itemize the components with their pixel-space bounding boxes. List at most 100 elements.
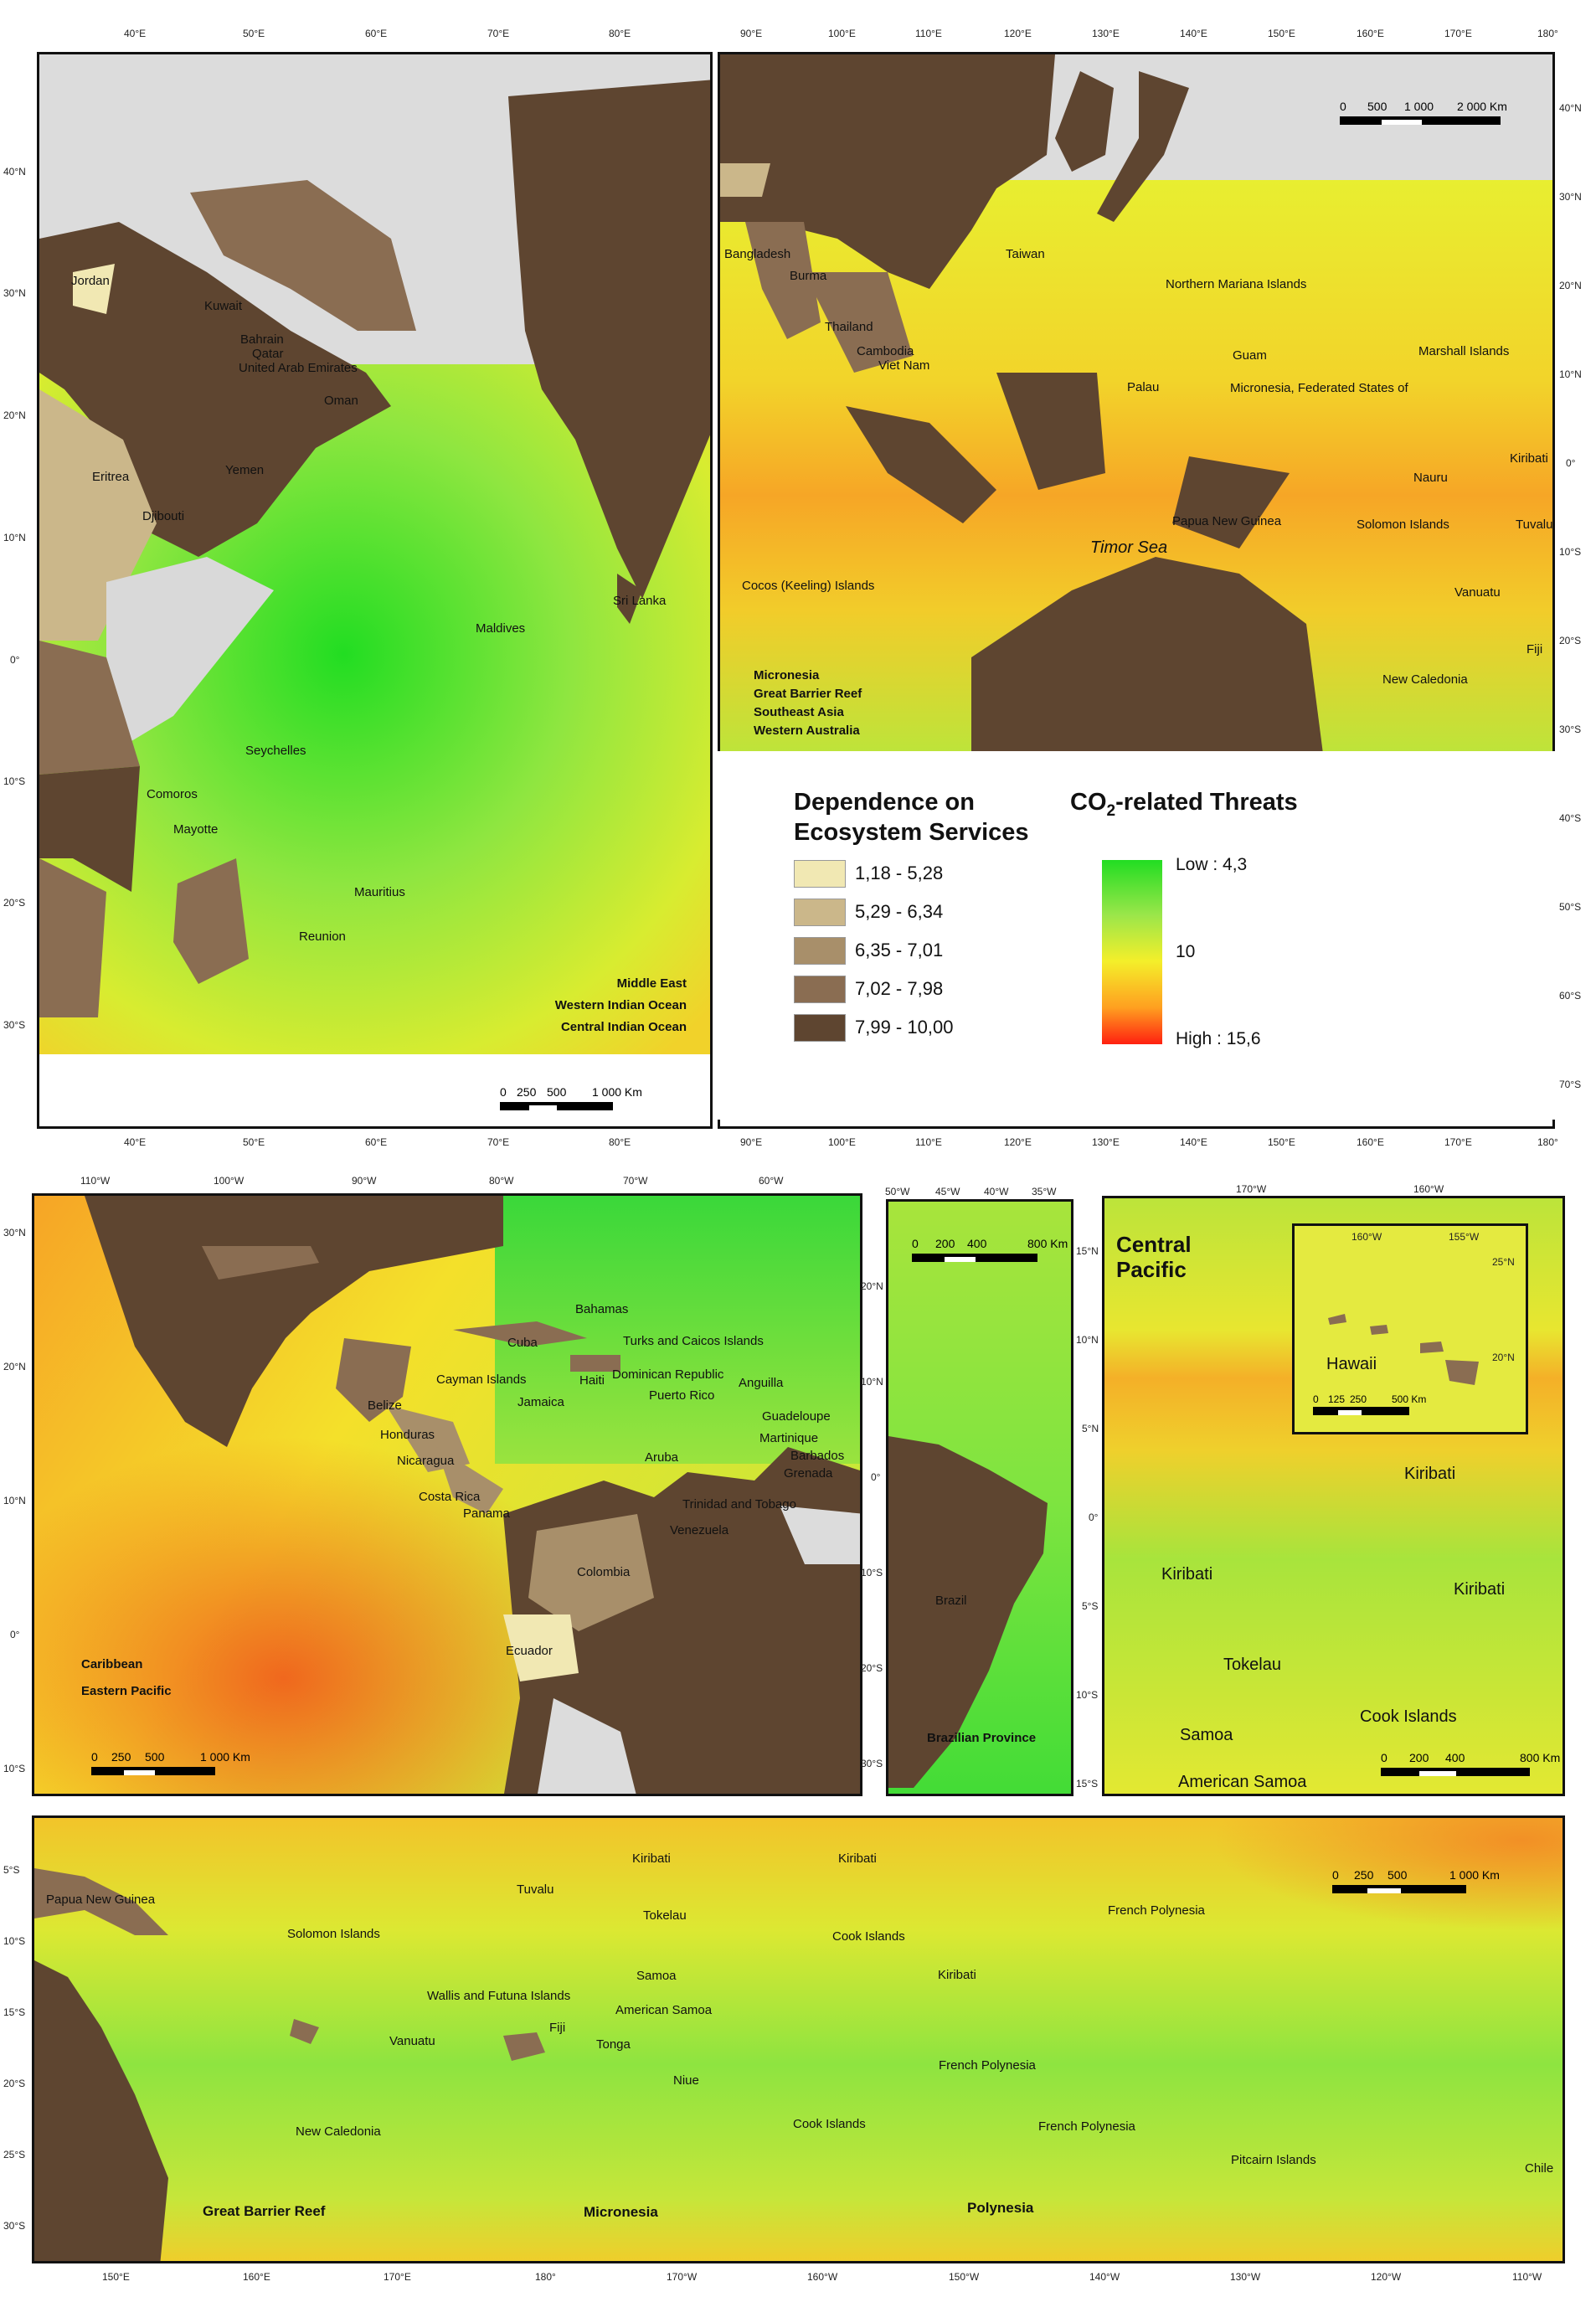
p1-bottom-tick: 60°E [365, 1136, 388, 1148]
p1-bottom-tick: 50°E [243, 1136, 265, 1148]
country-label: Reunion [299, 930, 346, 944]
p6-bottom-tick: 150°E [102, 2271, 130, 2283]
country-label: Marshall Islands [1418, 344, 1510, 358]
legend-class-label: 7,02 - 7,98 [855, 978, 944, 999]
p2-bottom-tick: 120°E [1004, 1136, 1032, 1148]
country-label: Djibouti [142, 509, 185, 523]
region-label: Micronesia [584, 2204, 658, 2220]
map-panel-central-pacific: Central Pacific 160°W 155°W 25°N 20°N Ha… [1102, 1196, 1565, 1796]
region-labels: Middle East Western Indian Ocean Central… [555, 975, 687, 1037]
p1-bottom-tick: 80°E [609, 1136, 631, 1148]
p2-bottom-tick: 180° [1537, 1136, 1558, 1148]
island-label: Kiribati [632, 1851, 671, 1866]
region-label: Eastern Pacific [81, 1684, 172, 1698]
ramp-high-label: High : 15,6 [1176, 1029, 1261, 1048]
p1-top-tick: 70°E [487, 28, 510, 39]
inset-right-tick: 25°N [1492, 1256, 1515, 1268]
country-label: Comoros [147, 787, 198, 801]
region-labels: Central Pacific [1116, 1232, 1192, 1282]
p4-left-tick: 10°S [861, 1567, 883, 1578]
legend-swatch [794, 937, 846, 965]
island-label: Tokelau [1223, 1656, 1281, 1674]
west-pacific-map [720, 54, 1552, 754]
p6-left-tick: 5°S [3, 1864, 20, 1876]
p1-top-tick: 40°E [124, 28, 147, 39]
island-label: Chile [1525, 2161, 1554, 2176]
p1-left-tick: 10°N [3, 532, 26, 543]
p5-left-tick: 5°S [1082, 1600, 1099, 1612]
p1-top-tick: 60°E [365, 28, 388, 39]
p3-left-tick: 10°S [3, 1763, 26, 1774]
country-label: Turks and Caicos Islands [623, 1334, 764, 1348]
region-label: Polynesia [967, 2200, 1034, 2216]
country-label: Burma [790, 269, 827, 283]
p1-left-tick: 30°N [3, 287, 26, 299]
country-label: Panama [463, 1506, 510, 1521]
country-label: Northern Mariana Islands [1166, 277, 1307, 291]
legend-swatch [794, 899, 846, 926]
region-label: Pacific [1116, 1257, 1187, 1282]
p3-left-tick: 0° [10, 1629, 20, 1640]
caribbean-map [34, 1196, 860, 1794]
p5-left-tick: 5°N [1082, 1423, 1099, 1434]
island-label: Pitcairn Islands [1231, 2153, 1316, 2167]
country-label: Dominican Republic [612, 1367, 724, 1382]
region-label: Caribbean [81, 1657, 143, 1671]
p2-bottom-tick: 150°E [1268, 1136, 1295, 1148]
scale-bar: 0 200 400 800 Km [1381, 1751, 1560, 1779]
island-label: New Caledonia [296, 2124, 381, 2139]
scale-bar: 0 200 400 800 Km [912, 1237, 1068, 1265]
country-label: Bahrain [240, 332, 284, 347]
p4-top-tick: 45°W [935, 1186, 960, 1197]
region-label: Central [1116, 1232, 1192, 1257]
country-label: Bahamas [575, 1302, 629, 1316]
inset-right-tick: 20°N [1492, 1352, 1515, 1363]
p2-right-tick: 70°S [1559, 1079, 1582, 1090]
inset-top-tick: 160°W [1351, 1231, 1382, 1243]
p1-left-tick: 20°S [3, 897, 26, 909]
p4-top-tick: 35°W [1032, 1186, 1057, 1197]
p2-right-tick: 10°S [1559, 546, 1582, 558]
legend-class-label: 7,99 - 10,00 [855, 1017, 954, 1038]
p4-left-tick: 30°S [861, 1758, 883, 1769]
country-label: Nicaragua [397, 1454, 455, 1468]
region-label: Western Indian Ocean [554, 998, 687, 1012]
threat-color-ramp [1102, 860, 1162, 1044]
island-label: French Polynesia [1038, 2119, 1135, 2134]
p1-left-tick: 10°S [3, 775, 26, 787]
country-label: Cuba [507, 1336, 538, 1350]
island-label: Hawaii [1326, 1355, 1377, 1373]
island-label: American Samoa [1178, 1773, 1307, 1791]
ramp-low-label: Low : 4,3 [1176, 855, 1248, 874]
region-label: Western Australia [754, 724, 860, 738]
country-label: Barbados [790, 1449, 845, 1463]
region-label: Central Indian Ocean [560, 1020, 687, 1034]
island-label: Papua New Guinea [46, 1893, 156, 1907]
country-label: Kuwait [204, 299, 243, 313]
region-labels: Micronesia Great Barrier Reef Southeast … [754, 667, 862, 740]
island-label: French Polynesia [939, 2058, 1036, 2073]
scale-bar: 0 125 250 500 Km [1313, 1393, 1430, 1420]
scale-bar: 0 250 500 1 000 Km [91, 1750, 275, 1779]
country-label: Guadeloupe [762, 1409, 831, 1424]
p6-bottom-tick: 180° [535, 2271, 556, 2283]
country-label: Papua New Guinea [1172, 514, 1282, 528]
sea-label: Timor Sea [1090, 538, 1168, 557]
p5-left-tick: 10°S [1076, 1689, 1099, 1701]
p6-bottom-tick: 140°W [1089, 2271, 1120, 2283]
country-label: Guam [1233, 348, 1267, 363]
region-label: Great Barrier Reef [754, 687, 862, 701]
legend-swatch [794, 860, 846, 888]
country-label: Bangladesh [724, 247, 791, 261]
p1-bottom-tick: 40°E [124, 1136, 147, 1148]
p2-top-tick: 130°E [1092, 28, 1120, 39]
p6-bottom-tick: 120°W [1371, 2271, 1402, 2283]
p5-top-tick: 160°W [1413, 1183, 1444, 1195]
region-labels: Caribbean Eastern Pacific [81, 1651, 172, 1705]
legend-class-label: 1,18 - 5,28 [855, 863, 944, 883]
country-label: Trinidad and Tobago [682, 1497, 796, 1511]
p5-left-tick: 0° [1089, 1511, 1099, 1523]
p2-right-tick: 0° [1566, 457, 1576, 469]
island-label: Cook Islands [1360, 1707, 1457, 1726]
country-label: Yemen [225, 463, 265, 477]
